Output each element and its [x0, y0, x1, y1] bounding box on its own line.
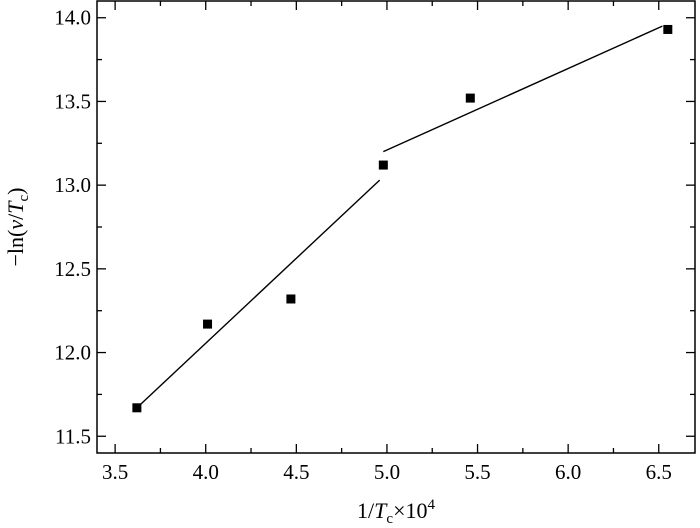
- x-tick-label: 3.5: [102, 460, 128, 484]
- x-axis-label-sup: 4: [427, 497, 435, 513]
- x-axis-label: 1/Tc×104: [357, 497, 435, 527]
- x-tick-label: 6.5: [646, 460, 672, 484]
- y-tick-label: 12.5: [54, 257, 91, 281]
- data-point: [663, 24, 673, 34]
- y-tick-label: 12.0: [54, 341, 91, 365]
- y-tick-label: 13.0: [54, 173, 91, 197]
- x-tick-label: 5.0: [374, 460, 400, 484]
- x-axis-label-pre: 1/: [357, 498, 375, 523]
- x-tick-label: 4.5: [283, 460, 309, 484]
- x-axis-label-var: T: [374, 498, 388, 523]
- y-axis-label-sub: c: [16, 195, 32, 202]
- y-axis-label-mid: /: [3, 213, 28, 220]
- axis-ticks: [97, 1, 695, 453]
- data-point: [203, 319, 213, 329]
- y-tick-labels: 11.5 12.0 12.5 13.0 13.5 14.0: [54, 6, 91, 449]
- x-tick-label: 6.0: [555, 460, 581, 484]
- fit-line-2: [383, 25, 663, 153]
- x-tick-label: 5.5: [464, 460, 490, 484]
- plot-frame: [96, 0, 696, 454]
- data-point: [378, 160, 388, 170]
- data-point: [465, 93, 475, 103]
- y-tick-label: 11.5: [55, 424, 91, 448]
- fit-lines: [138, 25, 663, 407]
- fit-line-1: [138, 179, 381, 407]
- y-axis-label-var1: v: [3, 220, 28, 230]
- data-point: [286, 294, 296, 304]
- y-tick-label: 14.0: [54, 6, 91, 30]
- data-point: [132, 403, 142, 413]
- y-axis-label: −ln(v/Tc): [3, 188, 32, 267]
- y-axis-label-pre: −ln(: [3, 230, 28, 267]
- y-axis-label-post: ): [3, 188, 28, 195]
- data-points: [132, 24, 673, 413]
- y-tick-label: 13.5: [54, 89, 91, 113]
- y-axis-label-var2: T: [3, 200, 28, 214]
- x-tick-label: 4.0: [193, 460, 219, 484]
- x-tick-labels: 3.5 4.0 4.5 5.0 5.5 6.0 6.5: [102, 460, 672, 484]
- x-axis-label-sub: c: [386, 511, 393, 527]
- x-axis-label-post: ×10: [393, 498, 427, 523]
